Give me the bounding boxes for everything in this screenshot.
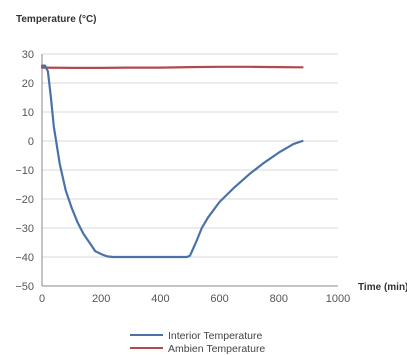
x-axis-title: Time (min) bbox=[358, 282, 407, 293]
x-tick-label-4: 800 bbox=[270, 293, 288, 305]
y-axis-title: Temperature (°C) bbox=[16, 14, 97, 25]
legend-label-0: Interior Temperature bbox=[168, 330, 263, 342]
x-tick-label-1: 200 bbox=[92, 293, 110, 305]
series-line-1 bbox=[40, 65, 304, 70]
y-tick-label-3: 0 bbox=[28, 136, 34, 148]
axes bbox=[41, 54, 338, 287]
y-tick-label-0: 30 bbox=[22, 49, 34, 61]
y-tick-label-6: −30 bbox=[15, 223, 34, 235]
y-tick-label-7: −40 bbox=[15, 252, 34, 264]
y-tick-label-1: 20 bbox=[22, 78, 34, 90]
y-tick-label-8: −50 bbox=[15, 281, 34, 293]
x-tick-labels: 0 200 400 600 800 1000 bbox=[39, 293, 350, 305]
legend-label-1: Ambien Temperature bbox=[168, 343, 265, 355]
y-tick-label-4: −10 bbox=[15, 165, 34, 177]
series-line-0 bbox=[40, 64, 304, 259]
series-lines bbox=[40, 64, 304, 259]
x-tick-label-0: 0 bbox=[39, 293, 45, 305]
y-tick-label-2: 10 bbox=[22, 107, 34, 119]
x-tick-label-2: 400 bbox=[151, 293, 169, 305]
grid-lines bbox=[42, 53, 338, 287]
y-tick-labels: 30 20 10 0 −10 −20 −30 −40 −50 bbox=[15, 49, 34, 293]
x-tick-label-5: 1000 bbox=[326, 293, 350, 305]
x-tick-label-3: 600 bbox=[210, 293, 228, 305]
y-tick-label-5: −20 bbox=[15, 194, 34, 206]
